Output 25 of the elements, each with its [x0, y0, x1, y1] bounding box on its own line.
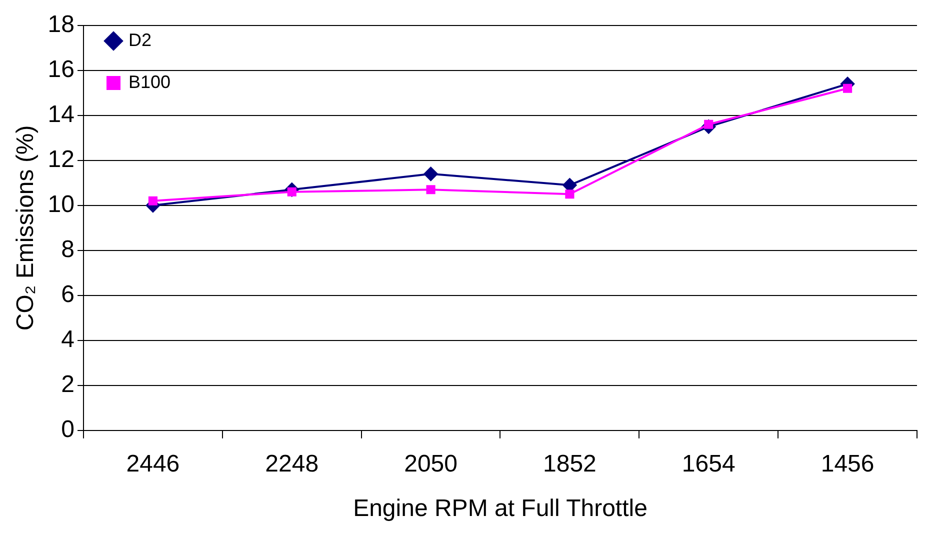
x-axis-title: Engine RPM at Full Throttle: [353, 495, 648, 522]
point: [424, 166, 438, 181]
y-axis-title: CO₂ Emissions (%): [12, 125, 40, 331]
x-tick-label: 2446: [126, 450, 180, 478]
y-tick-label: 2: [61, 371, 74, 398]
x-tick-label: 2248: [265, 450, 319, 478]
x-tick-label: 1456: [820, 450, 874, 478]
y-tick-label: 16: [48, 56, 74, 84]
y-tick-label: 4: [61, 326, 74, 354]
point: [148, 196, 158, 206]
y-tick-label: 10: [48, 191, 74, 218]
y-tick-label: 18: [48, 11, 74, 38]
y-tick-label: 14: [48, 101, 74, 128]
point: [426, 185, 436, 194]
y-tick-label: 0: [61, 416, 74, 444]
x-tick-label: 1654: [682, 450, 736, 478]
legend-label: B100: [128, 72, 171, 92]
y-tick-label: 6: [61, 281, 74, 308]
x-tick-label: 1852: [543, 450, 596, 478]
point: [565, 190, 574, 199]
legend-label: D2: [128, 30, 152, 50]
point: [843, 84, 852, 93]
y-tick-label: 12: [48, 146, 74, 174]
x-tick-label: 2050: [404, 450, 458, 478]
y-tick-label: 8: [61, 236, 74, 264]
